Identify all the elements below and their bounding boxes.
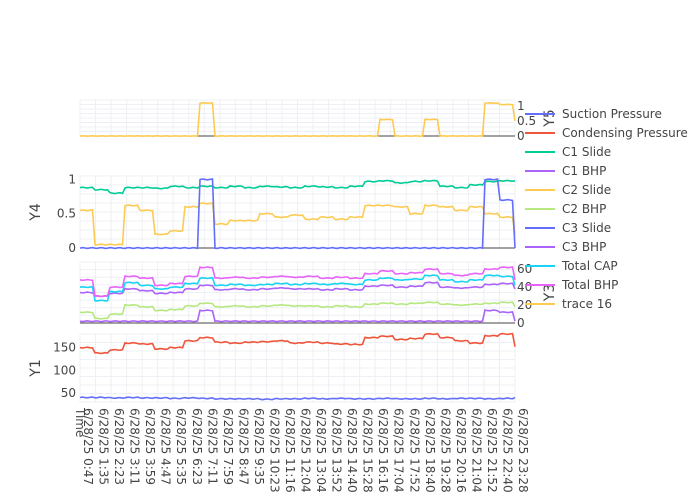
legend[interactable]: Suction Pressure Condensing Pressure C1 Sl… bbox=[525, 107, 688, 311]
x-tick-label: 6/28/25 21:04 bbox=[469, 408, 483, 493]
x-tick-label: 6/28/25 23:28 bbox=[516, 408, 530, 493]
x-tick-label: 6/28/25 12:04 bbox=[299, 408, 313, 493]
x-tick-label: 6/28/25 3:59 bbox=[143, 408, 157, 485]
x-tick-label: 6/28/25 19:28 bbox=[438, 408, 452, 493]
legend-label: Total CAP bbox=[561, 259, 618, 273]
x-tick-label: 6/28/25 13:52 bbox=[330, 408, 344, 493]
series-line-trace-16 bbox=[79, 101, 516, 138]
y-tick-label: 100 bbox=[53, 363, 76, 377]
x-tick-label: 6/28/25 6:23 bbox=[190, 408, 204, 485]
x-tick-label: 6/28/25 18:40 bbox=[423, 408, 437, 493]
series-line-c3-slide bbox=[79, 178, 516, 250]
axes: 6/28/25 0:47 6/28/25 1:35 6/28/25 2:23 6/28… bbox=[28, 99, 558, 493]
y-tick-label: 1 bbox=[68, 172, 76, 186]
series-line-total-cap bbox=[79, 274, 516, 302]
series-line-c2-slide bbox=[79, 202, 516, 246]
y-tick-label: 20 bbox=[517, 298, 532, 312]
legend-label: C3 Slide bbox=[562, 221, 611, 235]
x-tick-label: 6/28/25 16:16 bbox=[376, 408, 390, 493]
y-tick-label: 150 bbox=[53, 341, 76, 355]
y-axis-title: Y3 bbox=[542, 284, 558, 302]
series-line-suction-pressure bbox=[79, 396, 516, 401]
y-axis-title: Y5 bbox=[542, 109, 558, 127]
series-lines bbox=[79, 101, 516, 401]
x-tick-label: 6/28/25 20:16 bbox=[454, 408, 468, 493]
legend-label: C2 Slide bbox=[562, 183, 611, 197]
y-tick-label: 60 bbox=[517, 262, 532, 276]
x-tick-label: 6/28/25 4:47 bbox=[159, 408, 173, 485]
series-line-total-bhp bbox=[79, 266, 516, 298]
legend-label: C2 BHP bbox=[562, 202, 606, 216]
x-tick-label: 6/28/25 17:52 bbox=[407, 408, 421, 493]
y-axis-title: Y4 bbox=[28, 203, 44, 222]
legend-item[interactable]: Total CAP bbox=[525, 259, 618, 273]
x-tick-label: 6/28/25 21:52 bbox=[485, 408, 499, 493]
legend-label: C3 BHP bbox=[562, 240, 606, 254]
legend-label: Condensing Pressure bbox=[562, 126, 688, 140]
x-tick-label: 6/28/25 9:35 bbox=[252, 408, 266, 485]
series-line-c3-bhp bbox=[79, 309, 516, 323]
series-line-c1-bhp bbox=[79, 281, 516, 298]
x-tick-label: 6/28/25 10:23 bbox=[267, 408, 281, 493]
legend-item[interactable]: Suction Pressure bbox=[525, 107, 662, 121]
legend-item[interactable]: C3 Slide bbox=[525, 221, 611, 235]
x-tick-label: 6/28/25 15:28 bbox=[361, 408, 375, 493]
x-tick-label: 6/28/25 13:04 bbox=[314, 408, 328, 493]
x-tick-label: 6/28/25 0:47 bbox=[81, 408, 95, 485]
x-tick-label: 6/28/25 11:16 bbox=[283, 408, 297, 493]
legend-label: trace 16 bbox=[562, 297, 612, 311]
legend-item[interactable]: Condensing Pressure bbox=[525, 126, 688, 140]
x-tick-label: 6/28/25 2:23 bbox=[112, 408, 126, 485]
y-tick-label: 0.5 bbox=[57, 207, 76, 221]
legend-label: Suction Pressure bbox=[562, 107, 662, 121]
x-tick-label: 6/28/25 3:11 bbox=[128, 408, 142, 485]
legend-item[interactable]: C2 BHP bbox=[525, 202, 606, 216]
y-axis-title: Y1 bbox=[28, 359, 44, 377]
series-line-c2-bhp bbox=[79, 301, 516, 320]
x-tick-label: 6/28/25 8:47 bbox=[236, 408, 250, 485]
y-tick-label: 1 bbox=[517, 99, 525, 113]
legend-item[interactable]: Total BHP bbox=[525, 278, 618, 292]
x-tick-label: 6/28/25 7:11 bbox=[205, 408, 219, 485]
series-line-condensing-pressure bbox=[79, 332, 516, 355]
x-tick-label: 6/28/25 14:40 bbox=[345, 408, 359, 493]
x-axis-title: Time bbox=[73, 407, 87, 437]
legend-item[interactable]: C1 Slide bbox=[525, 145, 611, 159]
x-tick-label: 6/28/25 5:35 bbox=[174, 408, 188, 485]
legend-item[interactable]: C1 BHP bbox=[525, 164, 606, 178]
legend-label: C1 BHP bbox=[562, 164, 606, 178]
x-tick-label: 6/28/25 22:40 bbox=[500, 408, 514, 493]
legend-item[interactable]: C2 Slide bbox=[525, 183, 611, 197]
x-tick-label: 6/28/25 17:04 bbox=[392, 408, 406, 493]
y-tick-label: 0.5 bbox=[517, 114, 536, 128]
legend-item[interactable]: trace 16 bbox=[525, 297, 612, 311]
x-tick-label: 6/28/25 7:59 bbox=[221, 408, 235, 485]
legend-item[interactable]: C3 BHP bbox=[525, 240, 606, 254]
legend-label: C1 Slide bbox=[562, 145, 611, 159]
legend-label: Total BHP bbox=[561, 278, 618, 292]
x-tick-label: 6/28/25 1:35 bbox=[97, 408, 111, 485]
y-tick-label: 40 bbox=[517, 280, 532, 294]
y-tick-label: 50 bbox=[61, 386, 76, 400]
y-tick-label: 0 bbox=[517, 129, 525, 143]
y-tick-label: 0 bbox=[68, 241, 76, 255]
y-tick-label: 0 bbox=[517, 316, 525, 330]
series-line-c1-slide bbox=[79, 179, 516, 195]
